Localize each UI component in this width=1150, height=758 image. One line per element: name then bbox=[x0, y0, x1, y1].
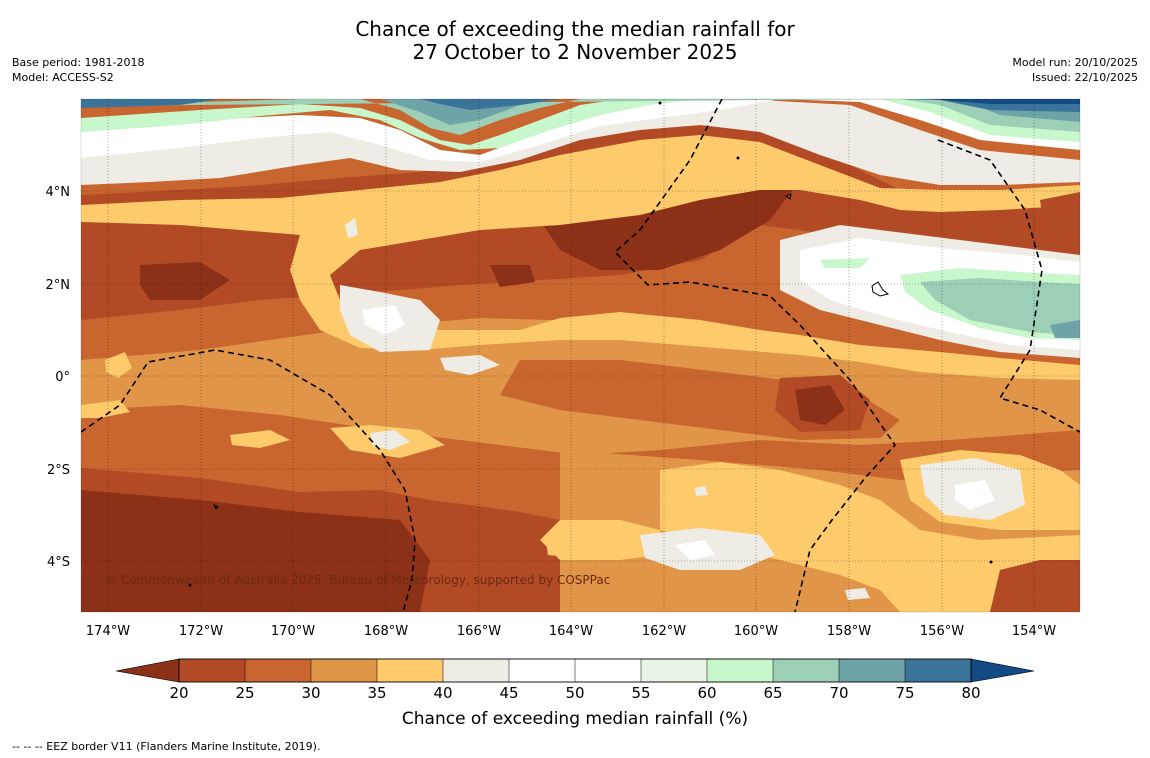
colorbar-tick-label: 40 bbox=[433, 684, 453, 702]
issued-date: Issued: 22/10/2025 bbox=[1031, 71, 1138, 84]
colorbar-tick-label: 55 bbox=[631, 684, 651, 702]
colorbar-tick-label: 65 bbox=[763, 684, 783, 702]
title-line-2: 27 October to 2 November 2025 bbox=[412, 40, 738, 64]
colorbar-segment bbox=[838, 658, 906, 683]
colorbar-segment bbox=[178, 658, 246, 683]
colorbar-segment bbox=[904, 658, 972, 683]
meta-left: Base period: 1981-2018 Model: ACCESS-S2 bbox=[12, 55, 144, 85]
lon-label: 168°W bbox=[364, 624, 408, 639]
eez-legend: -- -- -- EEZ border V11 (Flanders Marine… bbox=[12, 740, 321, 753]
lon-label: 162°W bbox=[642, 624, 686, 639]
lon-label: 166°W bbox=[457, 624, 501, 639]
colorbar-tick-label: 70 bbox=[829, 684, 849, 702]
colorbar-segment bbox=[244, 658, 312, 683]
colorbar-title: Chance of exceeding median rainfall (%) bbox=[401, 709, 749, 729]
lon-label: 154°W bbox=[1012, 624, 1056, 639]
map-frame bbox=[80, 98, 1081, 613]
colorbar-tick-label: 45 bbox=[499, 684, 519, 702]
model-name: Model: ACCESS-S2 bbox=[12, 71, 114, 84]
lon-label: 174°W bbox=[86, 624, 130, 639]
lon-label: 172°W bbox=[179, 624, 223, 639]
eez-borders bbox=[81, 99, 1080, 612]
colorbar-low-extension bbox=[115, 658, 180, 683]
lat-labels: 4°N 2°N 0° 2°S 4°S bbox=[46, 185, 71, 570]
colorbar-segment bbox=[442, 658, 510, 683]
meta-right: Model run: 20/10/2025 Issued: 22/10/2025 bbox=[1012, 55, 1138, 85]
colorbar-segment bbox=[376, 658, 444, 683]
colorbar-segment bbox=[508, 658, 576, 683]
colorbar-outline bbox=[178, 658, 972, 683]
rainfall-map bbox=[81, 99, 1080, 612]
lat-label: 4°S bbox=[47, 555, 70, 570]
lat-label: 2°N bbox=[46, 278, 71, 293]
lat-label: 0° bbox=[55, 370, 70, 385]
map-title: Chance of exceeding the median rainfall … bbox=[0, 18, 1150, 64]
colorbar-tick-label: 35 bbox=[367, 684, 387, 702]
colorbar-tick-label: 75 bbox=[895, 684, 915, 702]
colorbar-tick-label: 30 bbox=[301, 684, 321, 702]
model-run: Model run: 20/10/2025 bbox=[1012, 56, 1138, 69]
colorbar-segment bbox=[640, 658, 708, 683]
colorbar-tick-label: 50 bbox=[565, 684, 585, 702]
lon-labels: 174°W 172°W 170°W 168°W 166°W 164°W 162°… bbox=[86, 624, 1056, 639]
colorbar-tick-label: 25 bbox=[235, 684, 255, 702]
colorbar-tick-label: 20 bbox=[169, 684, 189, 702]
colorbar-tick-label: 80 bbox=[961, 684, 981, 702]
colorbar-high-extension bbox=[970, 658, 1035, 683]
lon-label: 164°W bbox=[549, 624, 593, 639]
lat-label: 2°S bbox=[47, 463, 70, 478]
lon-label: 156°W bbox=[920, 624, 964, 639]
colorbar bbox=[115, 658, 1035, 683]
lon-label: 160°W bbox=[734, 624, 778, 639]
colorbar-tick-label: 60 bbox=[697, 684, 717, 702]
title-line-1: Chance of exceeding the median rainfall … bbox=[355, 17, 795, 41]
lat-label: 4°N bbox=[46, 185, 71, 200]
colorbar-segment bbox=[310, 658, 378, 683]
colorbar-segment bbox=[772, 658, 840, 683]
islands bbox=[188, 101, 993, 587]
lon-label: 158°W bbox=[827, 624, 871, 639]
credit-text: © Commonwealth of Australia 2025, Bureau… bbox=[105, 573, 610, 587]
base-period: Base period: 1981-2018 bbox=[12, 56, 145, 69]
lon-label: 170°W bbox=[271, 624, 315, 639]
colorbar-segment bbox=[706, 658, 774, 683]
colorbar-segment bbox=[574, 658, 642, 683]
